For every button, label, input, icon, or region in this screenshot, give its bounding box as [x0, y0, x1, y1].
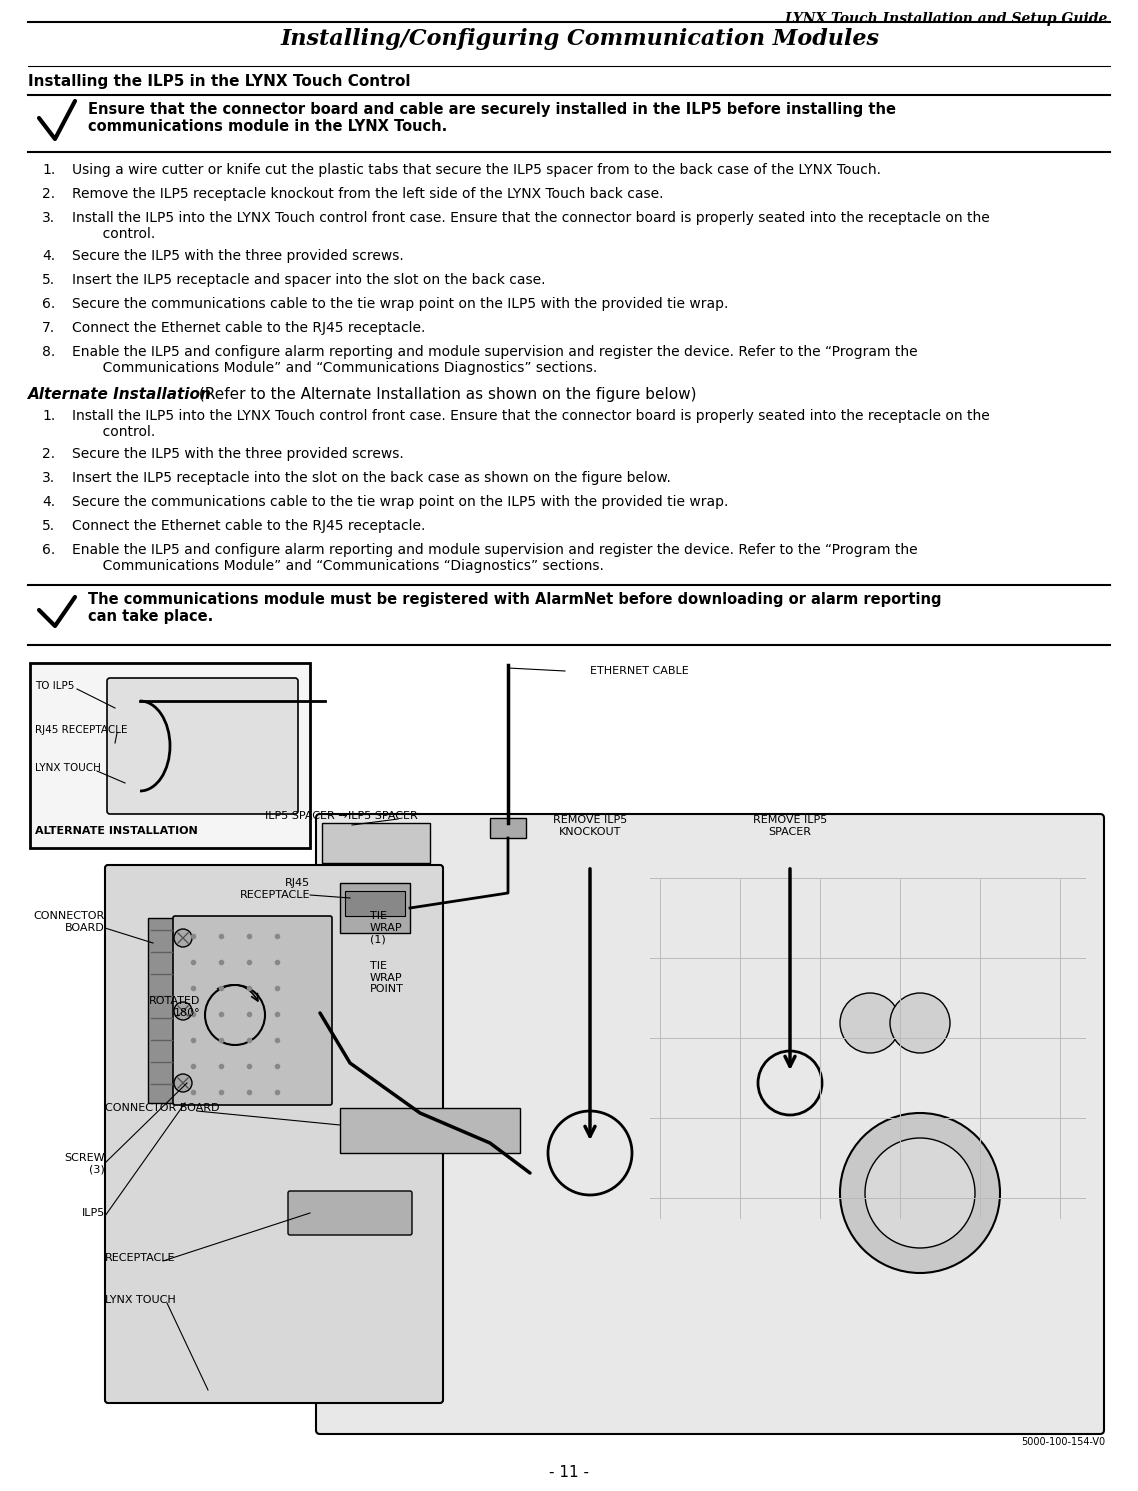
Text: Installing the ILP5 in the LYNX Touch Control: Installing the ILP5 in the LYNX Touch Co…	[28, 75, 411, 89]
Text: 6.: 6.	[42, 543, 56, 558]
Text: Secure the communications cable to the tie wrap point on the ILP5 with the provi: Secure the communications cable to the t…	[72, 297, 728, 312]
Text: TIE
WRAP
(1): TIE WRAP (1)	[370, 911, 403, 944]
Text: 8.: 8.	[42, 344, 56, 359]
Text: ETHERNET CABLE: ETHERNET CABLE	[589, 666, 688, 675]
Bar	[340, 883, 410, 933]
Text: Secure the communications cable to the tie wrap point on the ILP5 with the provi: Secure the communications cable to the t…	[72, 495, 728, 508]
Bar	[148, 918, 175, 1103]
Text: Installing/Configuring Communication Modules: Installing/Configuring Communication Mod…	[280, 28, 880, 51]
Text: REMOVE ILP5
KNOCKOUT: REMOVE ILP5 KNOCKOUT	[553, 816, 627, 836]
Text: 7.: 7.	[42, 321, 55, 335]
Text: RECEPTACLE: RECEPTACLE	[105, 1252, 175, 1263]
Text: 3.: 3.	[42, 212, 55, 225]
Text: CONNECTOR
BOARD: CONNECTOR BOARD	[34, 911, 105, 932]
Text: REMOVE ILP5
SPACER: REMOVE ILP5 SPACER	[753, 816, 827, 836]
FancyBboxPatch shape	[105, 865, 443, 1403]
FancyBboxPatch shape	[316, 814, 1104, 1434]
Circle shape	[840, 993, 900, 1053]
Text: 5.: 5.	[42, 273, 55, 286]
Text: (Refer to the Alternate Installation as shown on the figure below): (Refer to the Alternate Installation as …	[193, 388, 696, 403]
FancyBboxPatch shape	[107, 678, 298, 814]
Text: Insert the ILP5 receptacle into the slot on the back case as shown on the figure: Insert the ILP5 receptacle into the slot…	[72, 471, 671, 485]
Text: Using a wire cutter or knife cut the plastic tabs that secure the ILP5 spacer fr: Using a wire cutter or knife cut the pla…	[72, 163, 881, 177]
Text: Secure the ILP5 with the three provided screws.: Secure the ILP5 with the three provided …	[72, 447, 404, 461]
Text: 3.: 3.	[42, 471, 55, 485]
Text: Secure the ILP5 with the three provided screws.: Secure the ILP5 with the three provided …	[72, 249, 404, 262]
Text: 2.: 2.	[42, 186, 55, 201]
FancyBboxPatch shape	[173, 915, 332, 1105]
Text: Remove the ILP5 receptacle knockout from the left side of the LYNX Touch back ca: Remove the ILP5 receptacle knockout from…	[72, 186, 663, 201]
Bar	[345, 892, 405, 915]
Text: ROTATED
180°: ROTATED 180°	[149, 996, 200, 1017]
Circle shape	[840, 1112, 1000, 1273]
Circle shape	[890, 993, 950, 1053]
Circle shape	[174, 1002, 192, 1020]
Text: 4.: 4.	[42, 249, 55, 262]
Text: RJ45
RECEPTACLE: RJ45 RECEPTACLE	[239, 878, 310, 899]
Text: CONNECTOR BOARD: CONNECTOR BOARD	[105, 1103, 220, 1112]
Text: ALTERNATE INSTALLATION: ALTERNATE INSTALLATION	[35, 826, 198, 836]
Bar	[340, 1108, 520, 1153]
Text: Enable the ILP5 and configure alarm reporting and module supervision and registe: Enable the ILP5 and configure alarm repo…	[72, 344, 917, 376]
Text: LYNX Touch Installation and Setup Guide: LYNX Touch Installation and Setup Guide	[784, 12, 1108, 25]
Text: SCREW
(3): SCREW (3)	[65, 1153, 105, 1175]
Text: Connect the Ethernet cable to the RJ45 receptacle.: Connect the Ethernet cable to the RJ45 r…	[72, 519, 426, 532]
Text: Connect the Ethernet cable to the RJ45 receptacle.: Connect the Ethernet cable to the RJ45 r…	[72, 321, 426, 335]
Text: 2.: 2.	[42, 447, 55, 461]
Text: Alternate Installation: Alternate Installation	[28, 388, 212, 403]
Text: Install the ILP5 into the LYNX Touch control front case. Ensure that the connect: Install the ILP5 into the LYNX Touch con…	[72, 409, 990, 440]
Text: LYNX TOUCH: LYNX TOUCH	[35, 763, 101, 772]
Text: 6.: 6.	[42, 297, 56, 312]
Text: Enable the ILP5 and configure alarm reporting and module supervision and registe: Enable the ILP5 and configure alarm repo…	[72, 543, 917, 573]
Text: The communications module must be registered with AlarmNet before downloading or: The communications module must be regist…	[88, 592, 941, 625]
Circle shape	[174, 929, 192, 947]
Text: 4.: 4.	[42, 495, 55, 508]
Bar	[322, 823, 430, 863]
Text: RJ45 RECEPTACLE: RJ45 RECEPTACLE	[35, 725, 127, 735]
Bar	[490, 819, 526, 838]
Text: ILP5 SPACER: ILP5 SPACER	[348, 811, 418, 822]
Bar	[30, 663, 310, 848]
Text: 1.: 1.	[42, 409, 56, 423]
Text: ILP5 SPACER →: ILP5 SPACER →	[265, 811, 348, 822]
Text: Install the ILP5 into the LYNX Touch control front case. Ensure that the connect: Install the ILP5 into the LYNX Touch con…	[72, 212, 990, 242]
Circle shape	[174, 1074, 192, 1091]
Text: 5000-100-154-V0: 5000-100-154-V0	[1021, 1437, 1105, 1446]
Text: 5.: 5.	[42, 519, 55, 532]
Text: TIE
WRAP
POINT: TIE WRAP POINT	[370, 962, 404, 994]
Text: TO ILP5: TO ILP5	[35, 681, 74, 690]
FancyBboxPatch shape	[288, 1191, 412, 1235]
Text: - 11 -: - 11 -	[549, 1466, 589, 1481]
FancyArrowPatch shape	[217, 986, 258, 1000]
Text: Ensure that the connector board and cable are securely installed in the ILP5 bef: Ensure that the connector board and cabl…	[88, 101, 896, 134]
Circle shape	[865, 1138, 975, 1248]
Text: LYNX TOUCH: LYNX TOUCH	[105, 1296, 175, 1305]
Text: ILP5: ILP5	[82, 1208, 105, 1218]
Text: Insert the ILP5 receptacle and spacer into the slot on the back case.: Insert the ILP5 receptacle and spacer in…	[72, 273, 545, 286]
Text: 1.: 1.	[42, 163, 56, 177]
